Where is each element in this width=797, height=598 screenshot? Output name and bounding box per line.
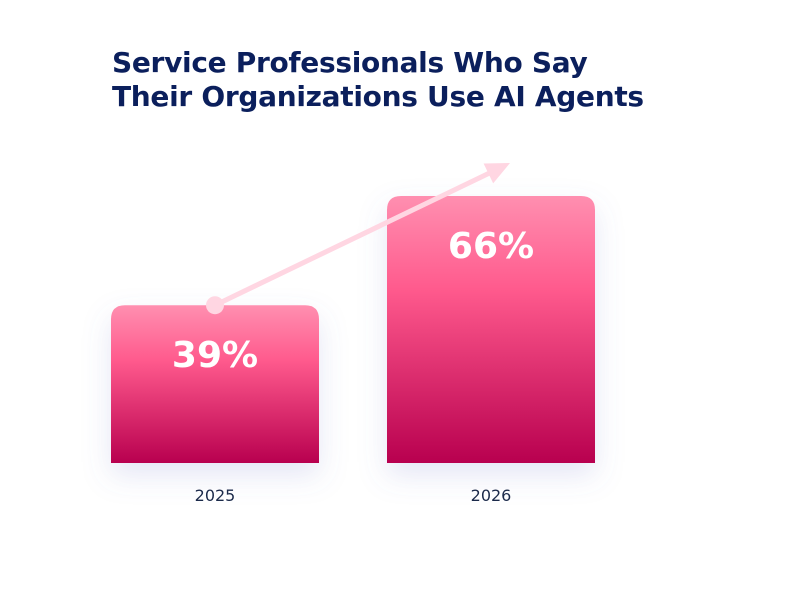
trend-arrow-line — [212, 164, 505, 308]
chart-title-line-1: Service Professionals Who Say — [112, 46, 588, 79]
value-label-2025: 39% — [172, 335, 258, 376]
trend-arrow-head — [483, 163, 510, 184]
category-label-2026: 2026 — [471, 486, 512, 505]
value-label-2026: 66% — [448, 226, 534, 267]
chart-title: Service Professionals Who Say Their Orga… — [112, 46, 712, 114]
category-label-2025: 2025 — [195, 486, 236, 505]
chart-title-line-2: Their Organizations Use AI Agents — [112, 80, 644, 113]
bar-2026 — [387, 196, 595, 463]
bar-2025 — [111, 305, 319, 463]
trend-start-dot — [206, 296, 224, 315]
